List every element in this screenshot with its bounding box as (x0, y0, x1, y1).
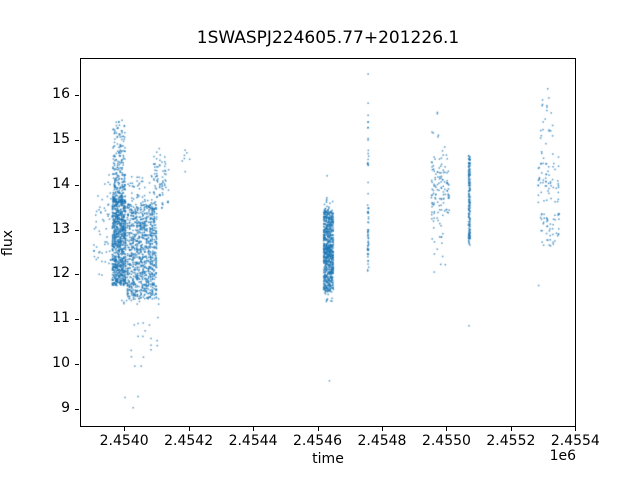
y-tick-label: 16 (52, 86, 70, 103)
y-tick-mark (75, 139, 79, 141)
y-tick-mark (75, 229, 79, 231)
y-tick-label: 12 (52, 265, 70, 282)
x-tick-mark (575, 427, 577, 431)
x-tick-mark (381, 427, 383, 431)
x-tick-label: 2.4550 (421, 433, 471, 449)
y-tick-mark (75, 319, 79, 321)
y-tick-label: 11 (52, 310, 70, 327)
x-axis-offset-text: 1e6 (549, 448, 576, 464)
y-tick-label: 13 (52, 220, 70, 237)
x-tick-mark (124, 427, 126, 431)
y-tick-mark (75, 274, 79, 276)
x-tick-mark (446, 427, 448, 431)
y-tick-label: 10 (52, 354, 70, 371)
y-tick-mark (75, 408, 79, 410)
x-tick-label: 2.4552 (486, 433, 536, 449)
x-tick-mark (510, 427, 512, 431)
x-tick-label: 2.4554 (550, 433, 600, 449)
scatter-plot-canvas (80, 58, 576, 427)
x-axis-label: time (312, 451, 344, 467)
y-tick-label: 9 (61, 399, 70, 416)
x-tick-label: 2.4544 (228, 433, 278, 449)
y-tick-mark (75, 363, 79, 365)
x-tick-label: 2.4542 (164, 433, 214, 449)
chart-title: 1SWASPJ224605.77+201226.1 (196, 28, 460, 48)
y-axis-label: flux (0, 230, 16, 256)
x-tick-mark (188, 427, 190, 431)
y-tick-label: 14 (52, 175, 70, 192)
y-tick-label: 15 (52, 130, 70, 147)
y-tick-mark (75, 184, 79, 186)
x-tick-label: 2.4548 (357, 433, 407, 449)
x-tick-mark (317, 427, 319, 431)
x-tick-label: 2.4546 (293, 433, 343, 449)
x-tick-mark (253, 427, 255, 431)
y-tick-mark (75, 95, 79, 97)
x-tick-label: 2.4540 (99, 433, 149, 449)
